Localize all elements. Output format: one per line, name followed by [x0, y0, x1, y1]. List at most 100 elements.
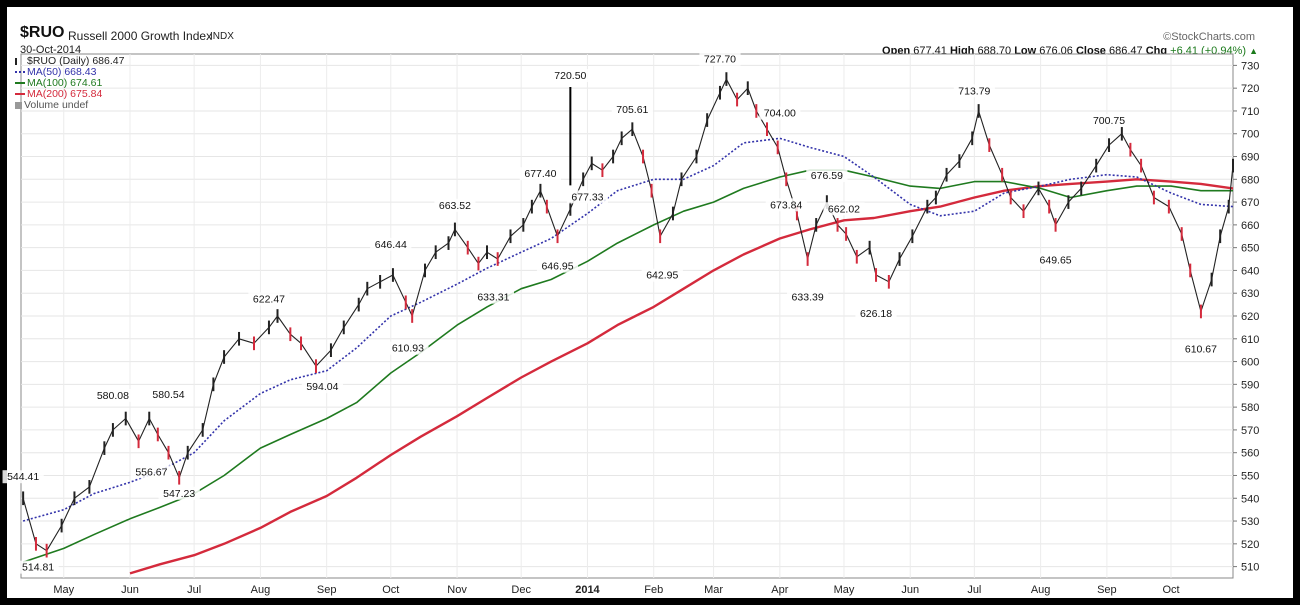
- annotation-label: 646.95: [541, 261, 573, 273]
- annotation-label: 677.33: [571, 191, 603, 203]
- legend-label: MA(200) 675.84: [27, 88, 103, 100]
- line-icon: [15, 82, 25, 85]
- annotation-bg: [519, 167, 562, 181]
- x-tick-label: Aug: [1031, 584, 1051, 596]
- legend-item: MA(200) 675.84: [15, 88, 102, 100]
- x-tick-label: Jul: [187, 584, 201, 596]
- annotation-label: 547.23: [163, 488, 195, 500]
- annotation-label: 544.41: [7, 471, 39, 483]
- chart-date: 30-Oct-2014: [20, 44, 82, 56]
- y-tick-label: 570: [1241, 425, 1259, 437]
- y-tick-label: 720: [1241, 83, 1259, 95]
- annotation-bg: [953, 84, 995, 98]
- up-arrow-icon: ▲: [1249, 46, 1258, 56]
- y-tick-label: 700: [1241, 129, 1259, 141]
- annotation-bg: [92, 388, 134, 402]
- bar-icon: [15, 101, 22, 109]
- x-tick-label: Oct: [382, 584, 399, 596]
- legend-label: MA(100) 674.61: [27, 77, 103, 89]
- x-tick-label: May: [834, 584, 855, 596]
- annotation-label: 514.81: [22, 562, 54, 574]
- annotation-label: 646.44: [375, 239, 407, 251]
- x-tick-label: May: [53, 584, 74, 596]
- annotation-label: 673.84: [770, 199, 802, 211]
- annotation-label: 633.31: [477, 292, 509, 304]
- annotation-label: 622.47: [253, 293, 285, 305]
- annotation-label: 705.61: [616, 104, 648, 116]
- series-ruo-daily-line: [22, 78, 1233, 552]
- legend-label: Volume undef: [24, 99, 89, 111]
- x-tick-label: Nov: [447, 584, 467, 596]
- annotation-bg: [387, 341, 429, 355]
- y-tick-label: 730: [1241, 60, 1259, 72]
- annotation-label: 704.00: [764, 108, 796, 120]
- y-tick-label: 530: [1241, 516, 1259, 528]
- x-tick-label: Dec: [511, 584, 531, 596]
- annotation-label: 580.08: [97, 390, 129, 402]
- brand-watermark: ©StockCharts.com: [1163, 31, 1255, 43]
- series-ma-50-line: [22, 137, 1233, 522]
- annotation-bg: [823, 202, 865, 216]
- y-tick-label: 710: [1241, 106, 1259, 118]
- annotation-label: 713.79: [958, 85, 990, 97]
- candle-icon: [15, 57, 21, 65]
- annotation-label: 594.04: [306, 381, 338, 393]
- legend-label: $RUO (Daily) 686.47: [27, 55, 125, 67]
- series-ma-200-line: [129, 178, 1233, 575]
- annotation-bg: [549, 69, 591, 83]
- y-tick-label: 640: [1241, 265, 1259, 277]
- annotation-label: 610.93: [392, 343, 424, 355]
- annotation-bg: [158, 486, 200, 500]
- legend-label: MA(50) 668.43: [27, 66, 97, 78]
- y-tick-label: 660: [1241, 220, 1259, 232]
- x-tick-label: Apr: [771, 584, 788, 596]
- x-tick-label: Aug: [251, 584, 271, 596]
- annotation-label: 663.52: [439, 200, 471, 212]
- annotation-bg: [248, 292, 290, 306]
- annotation-label: 700.75: [1093, 115, 1125, 127]
- annotation-label: 633.39: [792, 291, 824, 303]
- legend-item: MA(100) 674.61: [15, 77, 102, 89]
- y-tick-label: 520: [1241, 539, 1259, 551]
- y-tick-label: 650: [1241, 243, 1259, 255]
- annotation-bg: [1180, 342, 1222, 356]
- annotation-label: 676.59: [811, 170, 843, 182]
- y-tick-label: 580: [1241, 402, 1259, 414]
- y-tick-label: 510: [1241, 562, 1259, 574]
- y-tick-label: 630: [1241, 288, 1259, 300]
- annotation-bg: [536, 259, 579, 273]
- y-tick-label: 590: [1241, 379, 1259, 391]
- y-tick-label: 680: [1241, 174, 1259, 186]
- y-tick-label: 550: [1241, 470, 1259, 482]
- annotation-bg: [759, 106, 801, 120]
- annotation-bg: [765, 198, 807, 212]
- annotation-bg: [17, 560, 59, 574]
- annotation-bg: [787, 290, 829, 304]
- annotation-label: 720.50: [554, 70, 586, 82]
- annotation-bg: [566, 190, 609, 204]
- y-tick-label: 540: [1241, 493, 1259, 505]
- index-name: Russell 2000 Growth Index: [68, 29, 213, 43]
- annotation-label: 580.54: [152, 389, 184, 401]
- y-tick-label: 610: [1241, 334, 1259, 346]
- annotation-label: 610.67: [1185, 343, 1217, 355]
- line-icon: [15, 93, 25, 96]
- x-tick-label: Jul: [967, 584, 981, 596]
- annotation-bg: [472, 290, 515, 304]
- annotation-bg: [806, 169, 848, 183]
- x-tick-label: Oct: [1162, 584, 1179, 596]
- x-tick-label: Mar: [704, 584, 723, 596]
- legend-item: MA(50) 668.43: [15, 66, 96, 78]
- y-tick-label: 560: [1241, 448, 1259, 460]
- y-tick-label: 620: [1241, 311, 1259, 323]
- annotation-bg: [2, 470, 44, 484]
- annotation-bg: [301, 380, 343, 394]
- annotation-bg: [434, 198, 476, 212]
- annotation-label: 556.67: [135, 466, 167, 478]
- exchange-label: INDX: [210, 31, 234, 42]
- annotation-bg: [699, 52, 741, 66]
- annotation-bg: [370, 237, 412, 251]
- annotation-label: 677.40: [524, 168, 556, 180]
- x-tick-label: Feb: [644, 584, 663, 596]
